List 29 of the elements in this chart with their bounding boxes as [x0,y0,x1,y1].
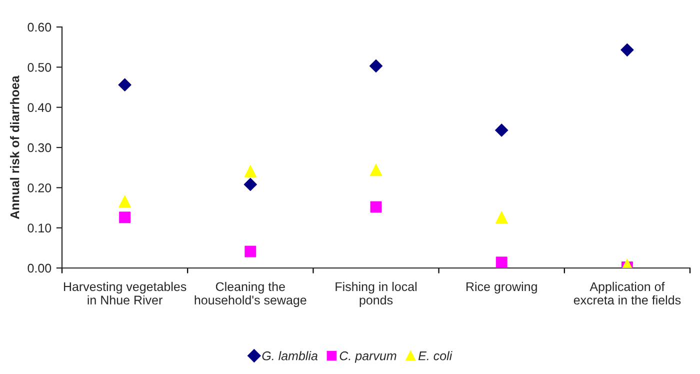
y-tick-label: 0.60 [28,22,52,32]
point [620,43,634,56]
y-tick-label: 0.50 [28,62,52,72]
y-axis-title: Annual risk of diarrhoea [10,76,20,220]
point [495,211,508,224]
point [495,124,508,137]
point [118,195,131,208]
x-tick-label: Harvesting vegetables in Nhue River [64,282,186,305]
x-tick-label: Application of excreta in the fields [574,282,681,305]
point [370,164,382,176]
y-tick-label: 0.10 [28,224,52,232]
x-tick-label: Cleaning the household's sewage [194,282,306,308]
y-tick-label: 0.40 [28,103,52,112]
point [244,246,256,258]
legend-label: C. parvum [340,351,396,363]
x-tick-label: Fishing in local ponds [336,282,417,308]
point [369,59,383,73]
point [496,256,508,268]
legend-label: E. coli [418,351,452,360]
point [118,78,132,92]
point [119,212,131,224]
y-tick-label: 0.00 [28,264,52,273]
point [370,201,382,213]
y-tick-label: 0.30 [28,143,52,152]
point [244,165,257,178]
y-tick-label: 0.20 [28,183,52,192]
legend-label: G. lamblia [262,351,318,360]
x-tick-label: Rice growing [466,282,537,294]
point [244,178,257,192]
